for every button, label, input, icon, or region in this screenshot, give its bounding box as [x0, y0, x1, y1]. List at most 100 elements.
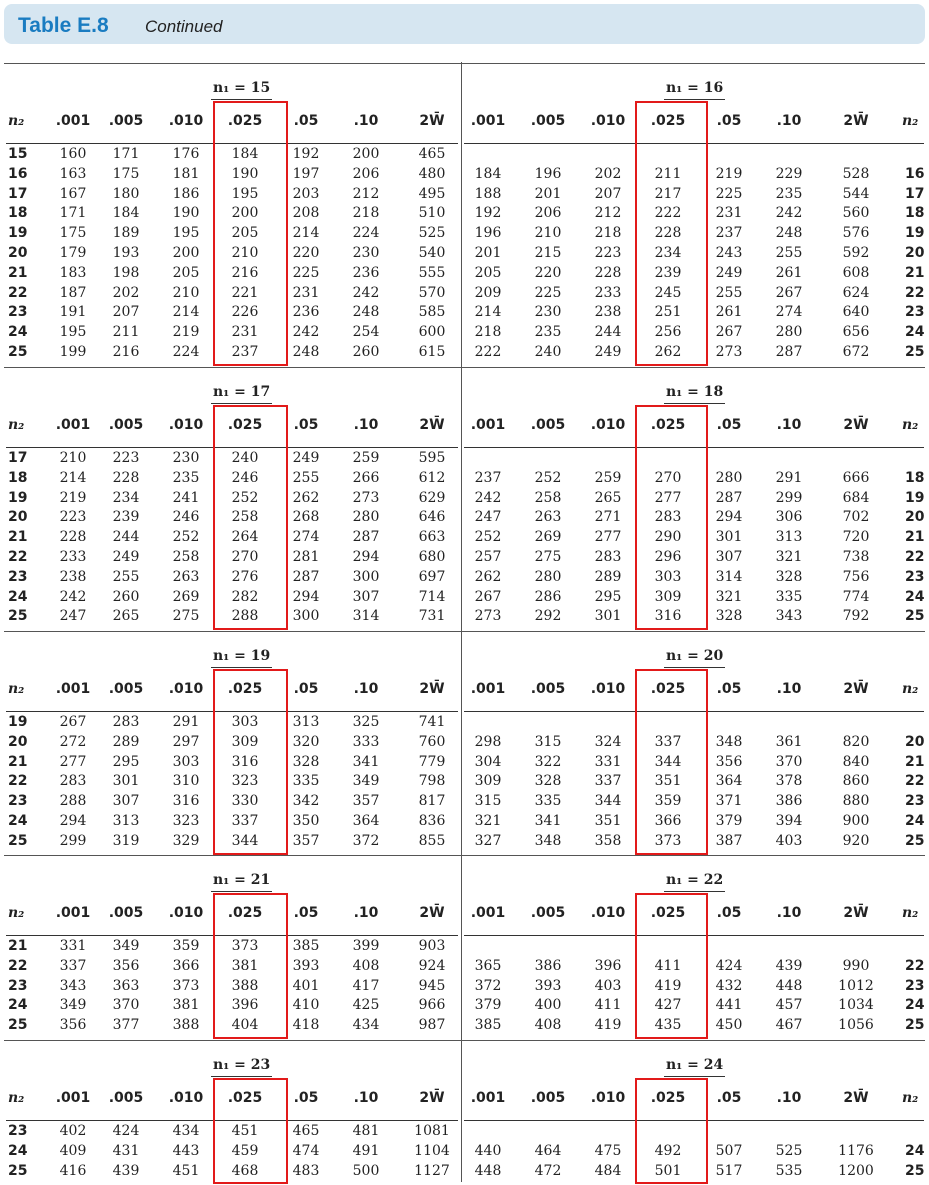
- table-cell: 327: [474, 832, 502, 849]
- table-cell: 366: [654, 813, 682, 829]
- table-cell: 238: [59, 568, 87, 585]
- table-cell: 231: [715, 205, 743, 222]
- column-header: .005: [108, 905, 144, 921]
- table-cell: 385: [292, 938, 320, 954]
- table-cell: 287: [292, 568, 320, 585]
- table-cell: 277: [654, 489, 682, 506]
- table-row-n2-label: 25: [905, 1162, 925, 1179]
- table-row-n2-label: 24: [8, 997, 28, 1014]
- table-cell: 280: [775, 324, 803, 341]
- panel-heading-left: n₁ = 17: [211, 384, 273, 404]
- table-cell: 480: [418, 165, 446, 182]
- table-cell: 299: [59, 832, 87, 849]
- column-header: .005: [530, 417, 566, 433]
- table-cell: 402: [59, 1123, 87, 1139]
- table-cell: 231: [292, 284, 320, 301]
- table-cell: 331: [59, 938, 87, 954]
- table-cell: 325: [352, 714, 380, 730]
- table-row-n2-label: 24: [8, 588, 28, 605]
- table-cell: 314: [715, 568, 743, 585]
- table-cell: 237: [231, 344, 259, 360]
- column-header: .05: [293, 1090, 319, 1106]
- table-cell: 300: [292, 608, 320, 625]
- table-cell: 289: [112, 733, 140, 750]
- table-cell: 298: [474, 733, 502, 750]
- table-cell: 434: [352, 1017, 380, 1034]
- table-cell: 987: [418, 1017, 446, 1034]
- column-header: 2W̄: [843, 905, 869, 921]
- heading-underline: [664, 667, 726, 668]
- table-cell: 225: [715, 185, 743, 202]
- table-cell: 427: [654, 997, 682, 1014]
- table-cell: 525: [418, 225, 446, 242]
- column-header: .10: [353, 681, 379, 697]
- table-cell: 196: [474, 225, 502, 242]
- table-cell: 307: [112, 793, 140, 810]
- heading-underline: [664, 99, 726, 100]
- table-cell: 451: [231, 1123, 259, 1139]
- table-cell: 210: [59, 450, 87, 466]
- table-cell: 457: [775, 997, 803, 1014]
- table-cell: 720: [842, 529, 870, 546]
- table-cell: 576: [842, 225, 870, 242]
- column-header: .010: [590, 905, 626, 921]
- table-cell: 357: [292, 832, 320, 849]
- table-cell: 373: [231, 938, 259, 954]
- table-cell: 222: [654, 205, 682, 222]
- table-row-n2-label: 22: [8, 957, 28, 974]
- table-cell: 230: [352, 245, 380, 261]
- table-cell: 309: [474, 773, 502, 790]
- table-cell: 313: [775, 529, 803, 546]
- table-cell: 242: [474, 489, 502, 506]
- table-cell: 357: [352, 793, 380, 810]
- table-cell: 291: [775, 469, 803, 486]
- table-cell: 491: [352, 1142, 380, 1159]
- table-cell: 439: [112, 1162, 140, 1179]
- table-cell: 371: [715, 793, 743, 810]
- table-row-n2-label: 25: [905, 608, 925, 625]
- table-cell: 255: [292, 469, 320, 486]
- table-cell: 425: [352, 997, 380, 1014]
- table-cell: 294: [292, 588, 320, 605]
- table-cell: 467: [775, 1017, 803, 1034]
- table-cell: 234: [654, 245, 682, 261]
- table-cell: 307: [715, 549, 743, 565]
- table-row-n2-label: 18: [905, 205, 925, 222]
- column-header: .010: [590, 681, 626, 697]
- table-cell: 205: [231, 225, 259, 242]
- table-cell: 252: [231, 489, 259, 506]
- table-cell: 252: [172, 529, 200, 546]
- table-cell: 259: [352, 450, 380, 466]
- table-cell: 214: [292, 225, 320, 242]
- table-cell: 315: [534, 733, 562, 750]
- table-row-n2-label: 21: [8, 753, 28, 770]
- table-cell: 272: [59, 733, 87, 750]
- panel-heading-right: n₁ = 16: [664, 80, 726, 100]
- table-cell: 249: [292, 450, 320, 466]
- title-bar: Table E.8 Continued: [4, 4, 925, 44]
- table-cell: 663: [418, 529, 446, 546]
- center-divider: [461, 62, 462, 1182]
- table-cell: 209: [474, 284, 502, 301]
- table-cell: 510: [418, 205, 446, 222]
- table-cell: 265: [594, 489, 622, 506]
- table-cell: 300: [352, 568, 380, 585]
- table-cell: 373: [172, 977, 200, 994]
- table-cell: 322: [534, 753, 562, 770]
- table-row-n2-label: 20: [8, 245, 28, 261]
- table-cell: 247: [474, 509, 502, 526]
- table-cell: 249: [715, 264, 743, 281]
- header-rule-left: [6, 143, 458, 144]
- table-cell: 341: [352, 753, 380, 770]
- table-cell: 219: [715, 165, 743, 182]
- table-cell: 206: [352, 165, 380, 182]
- table-cell: 292: [534, 608, 562, 625]
- column-header: .10: [353, 113, 379, 129]
- column-header: .10: [776, 417, 802, 433]
- heading-underline: [211, 1076, 273, 1077]
- header-rule-right: [464, 447, 924, 448]
- table-row-n2-label: 22: [8, 773, 28, 790]
- table-cell: 219: [172, 324, 200, 341]
- table-cell: 242: [59, 588, 87, 605]
- table-cell: 223: [112, 450, 140, 466]
